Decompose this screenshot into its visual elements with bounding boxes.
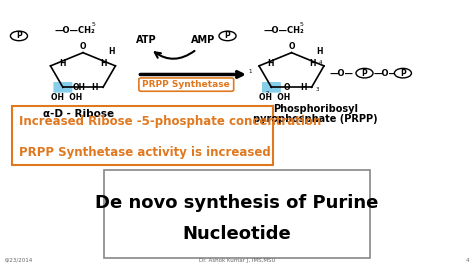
Text: 4: 4 (319, 60, 322, 65)
Text: ATP: ATP (136, 35, 156, 45)
Text: H: H (317, 47, 323, 56)
Text: H: H (108, 47, 115, 56)
Text: H: H (100, 59, 107, 68)
Text: 5: 5 (300, 22, 304, 27)
Circle shape (219, 31, 236, 41)
Text: H: H (91, 83, 98, 92)
Text: α-D - Ribose: α-D - Ribose (43, 109, 114, 119)
Text: —O—: —O— (329, 69, 354, 78)
Text: O: O (283, 83, 290, 92)
Text: H: H (309, 59, 315, 68)
Text: Phosphoribosyl: Phosphoribosyl (273, 104, 358, 114)
Text: OH: OH (73, 83, 86, 92)
Text: O: O (80, 41, 86, 51)
FancyBboxPatch shape (54, 82, 73, 93)
Text: AMP: AMP (191, 35, 215, 45)
Text: O: O (288, 41, 295, 51)
FancyBboxPatch shape (262, 82, 281, 93)
Text: PRPP Synthetase activity is increased: PRPP Synthetase activity is increased (19, 146, 271, 159)
Text: 6/23/2014: 6/23/2014 (5, 258, 33, 263)
Text: H: H (300, 83, 306, 92)
Text: 4: 4 (466, 258, 469, 263)
Text: Dr. Ashok Kumar J, IMS,MSU: Dr. Ashok Kumar J, IMS,MSU (199, 258, 275, 263)
Text: 2: 2 (266, 91, 269, 96)
Text: —O—: —O— (373, 69, 397, 78)
Text: P: P (225, 31, 230, 40)
Text: P: P (400, 69, 406, 78)
Text: 5: 5 (91, 22, 95, 27)
Text: —O—CH₂: —O—CH₂ (263, 26, 304, 35)
Circle shape (10, 31, 27, 41)
Text: —O—CH₂: —O—CH₂ (55, 26, 95, 35)
Text: 1: 1 (249, 69, 252, 74)
Text: P: P (362, 69, 367, 78)
Circle shape (394, 68, 411, 78)
Circle shape (356, 68, 373, 78)
Text: H: H (59, 59, 65, 68)
FancyBboxPatch shape (139, 78, 234, 91)
Text: 3: 3 (316, 88, 319, 93)
Text: PRPP Synthetase: PRPP Synthetase (142, 80, 230, 89)
Text: P: P (16, 31, 22, 40)
Text: Nucleotide: Nucleotide (182, 225, 292, 243)
Text: OH  OH: OH OH (259, 93, 291, 102)
Text: pyrophosphate (PRPP): pyrophosphate (PRPP) (253, 114, 377, 124)
Text: Increased Ribose -5-phosphate concentration: Increased Ribose -5-phosphate concentrat… (19, 115, 321, 128)
FancyBboxPatch shape (104, 170, 370, 258)
Text: OH  OH: OH OH (51, 93, 82, 102)
Text: De novo synthesis of Purine: De novo synthesis of Purine (95, 194, 379, 212)
FancyBboxPatch shape (12, 106, 273, 165)
Text: H: H (268, 59, 274, 68)
